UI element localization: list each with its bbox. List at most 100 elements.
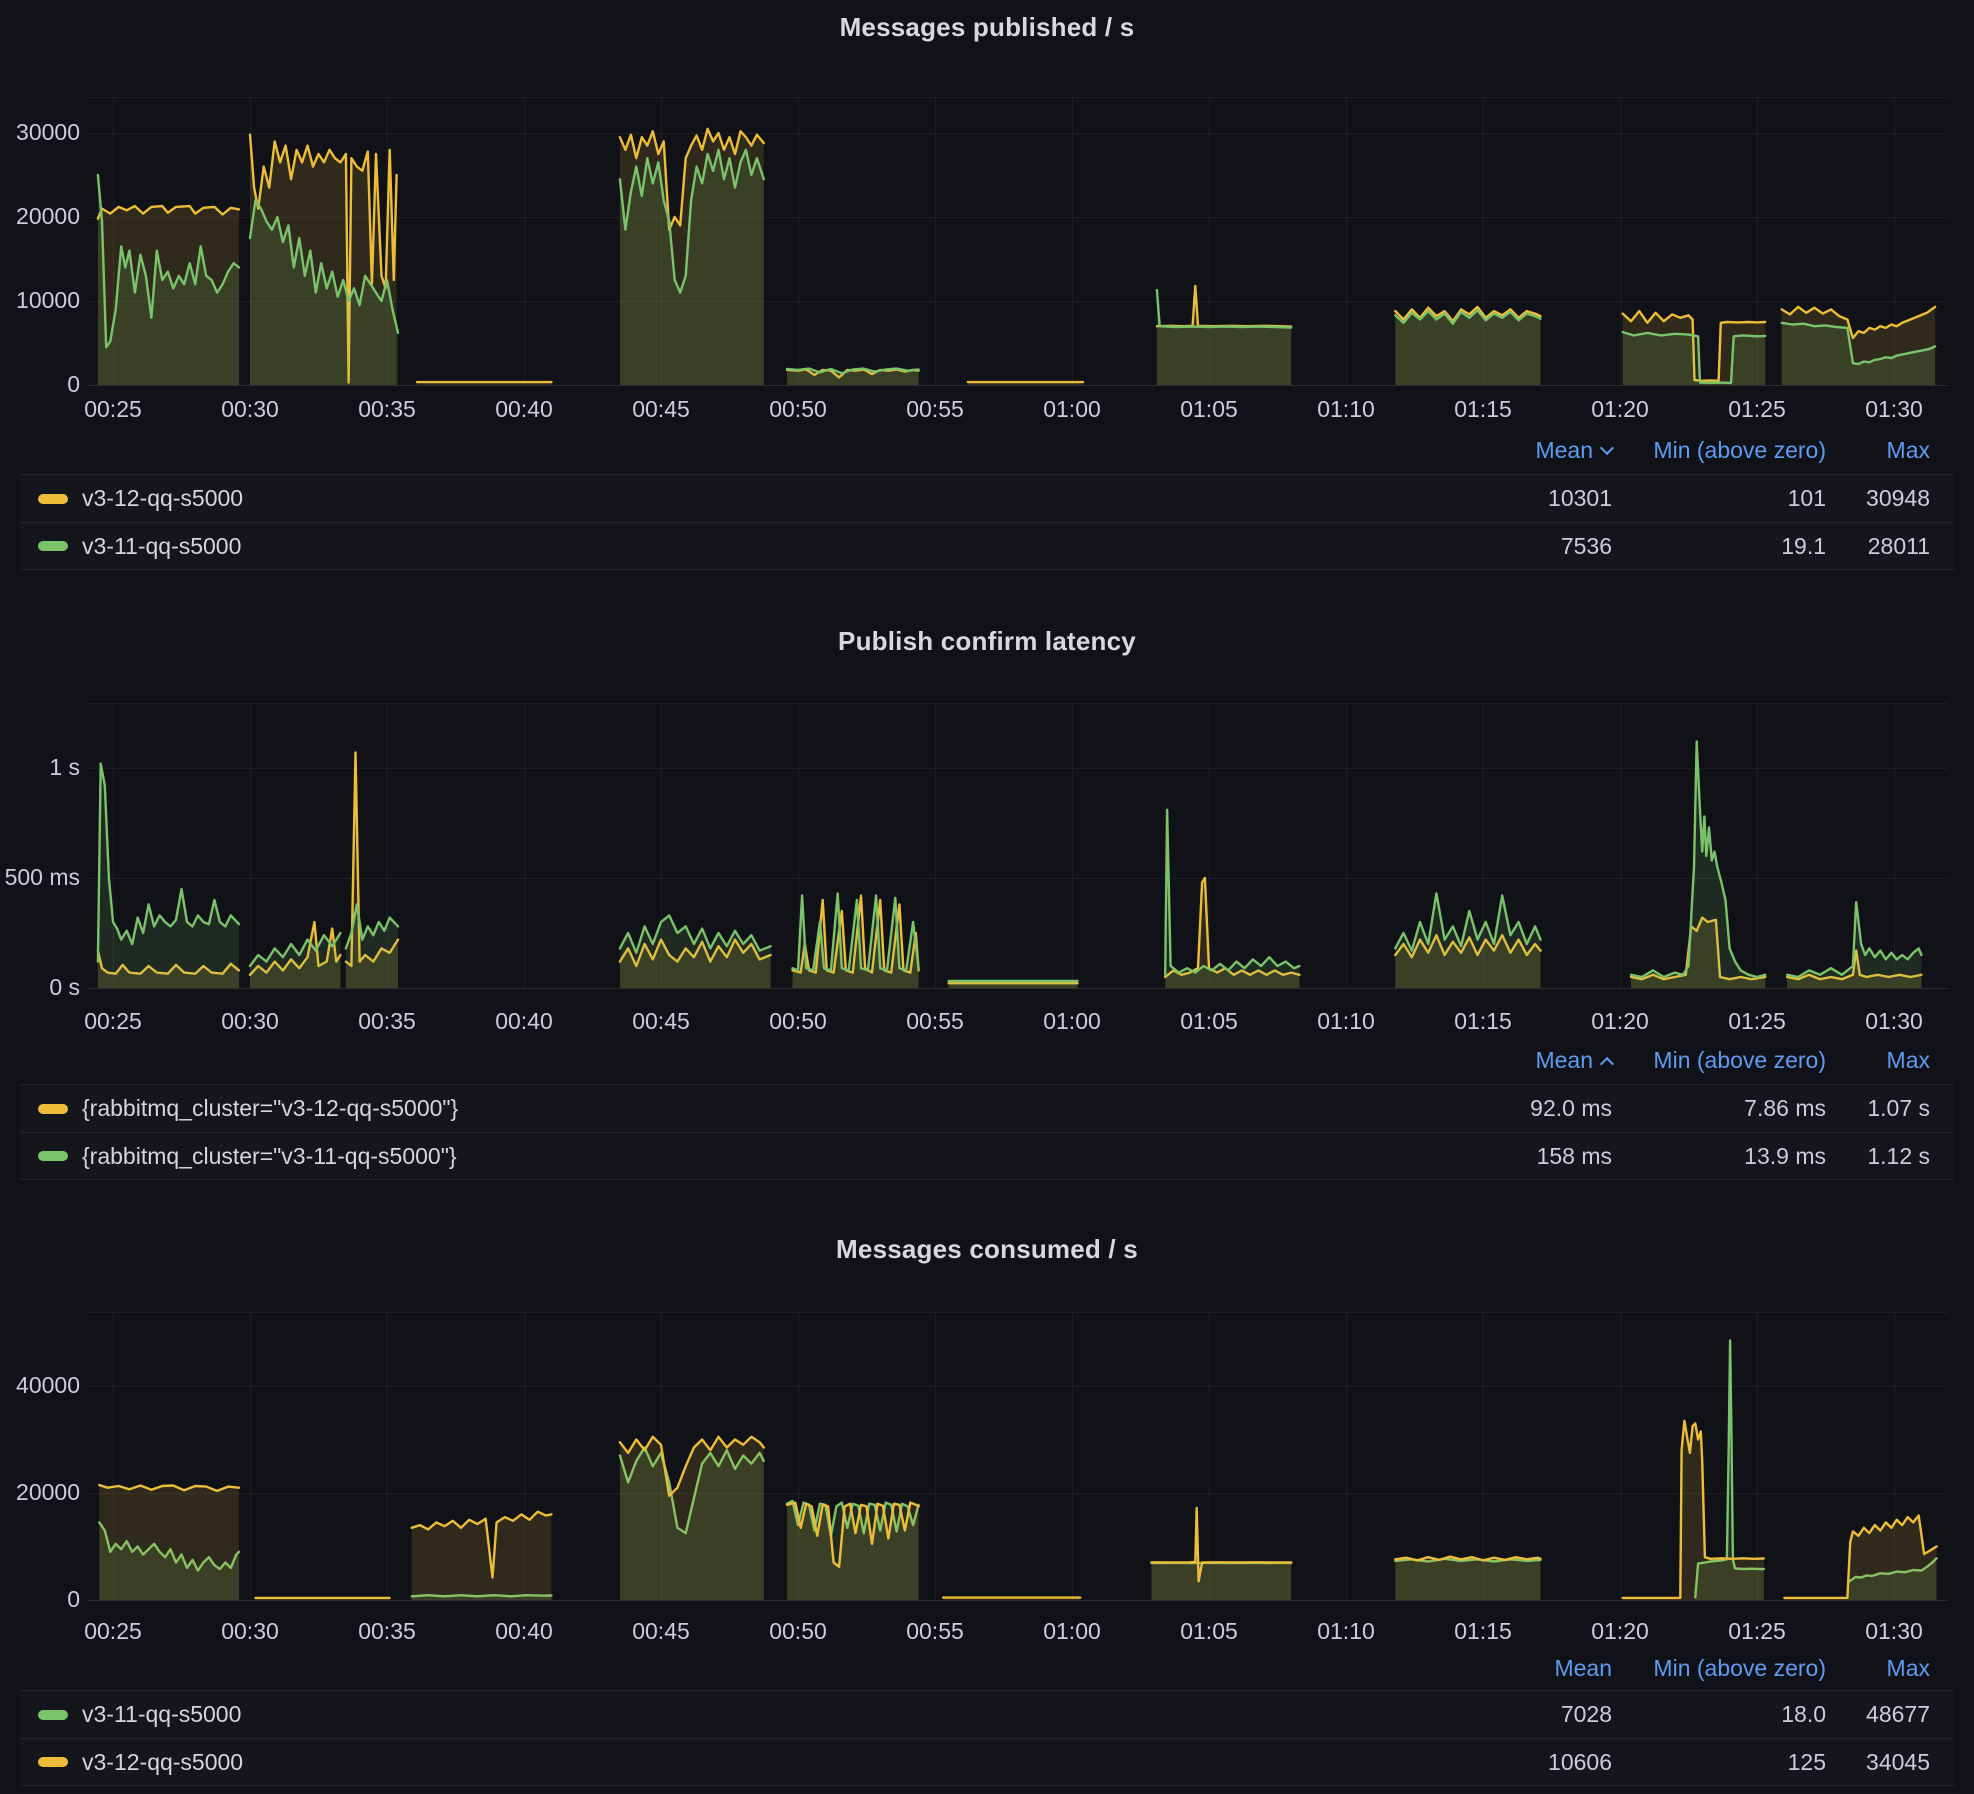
- x-axis-tick-label: 01:00: [1043, 1618, 1101, 1644]
- panel-title-messages-consumed[interactable]: Messages consumed / s: [836, 1234, 1138, 1264]
- series-toggle[interactable]: v3-12-qq-s5000: [20, 485, 243, 512]
- legend-sort-mean[interactable]: Mean: [1535, 436, 1615, 464]
- x-axis-tick-label: 00:35: [358, 1008, 416, 1034]
- series-toggle[interactable]: {rabbitmq_cluster="v3-12-qq-s5000"}: [20, 1095, 458, 1122]
- legend-sort-max[interactable]: Max: [1886, 1047, 1930, 1073]
- x-axis-tick-label: 00:45: [632, 1008, 690, 1034]
- x-axis-tick-label: 01:25: [1728, 1618, 1786, 1644]
- legend-min-value: 125: [1787, 1748, 1826, 1775]
- series-toggle[interactable]: v3-11-qq-s5000: [20, 533, 241, 560]
- y-axis-tick-label: 30000: [16, 119, 80, 145]
- y-axis-tick-label: 1 s: [49, 754, 80, 780]
- x-axis-tick-label: 01:10: [1317, 1618, 1375, 1644]
- x-axis-tick-label: 01:00: [1043, 396, 1101, 422]
- x-axis-tick-label: 00:55: [906, 396, 964, 422]
- legend-mean-value: 10606: [1548, 1748, 1612, 1775]
- x-axis-tick-label: 00:30: [221, 1618, 279, 1644]
- y-axis-tick-label: 0: [67, 1586, 80, 1612]
- x-axis-tick-label: 00:35: [358, 396, 416, 422]
- legend-row: v3-11-qq-s5000 7536 19.1 28011: [20, 522, 1954, 570]
- series-label: v3-11-qq-s5000: [82, 532, 242, 559]
- x-axis-tick-label: 01:05: [1180, 396, 1238, 422]
- legend-row: v3-11-qq-s5000 7028 18.0 48677: [20, 1690, 1954, 1738]
- series-toggle[interactable]: v3-11-qq-s5000: [20, 1701, 241, 1728]
- legend-sort-max[interactable]: Max: [1886, 437, 1930, 463]
- x-axis-tick-label: 01:20: [1591, 396, 1649, 422]
- legend-min-value: 18.0: [1781, 1701, 1826, 1727]
- legend-min-value: 7.86 ms: [1744, 1095, 1826, 1121]
- y-axis-tick-label: 20000: [16, 203, 80, 229]
- legend-sort-max[interactable]: Max: [1886, 1655, 1930, 1681]
- series-label: {rabbitmq_cluster="v3-11-qq-s5000"}: [82, 1142, 457, 1169]
- x-axis-tick-label: 01:00: [1043, 1008, 1101, 1034]
- x-axis-tick-label: 00:55: [906, 1618, 964, 1644]
- legend-sort-min[interactable]: Min (above zero): [1653, 1047, 1826, 1073]
- x-axis-tick-label: 01:05: [1180, 1008, 1238, 1034]
- x-axis-tick-label: 00:50: [769, 396, 827, 422]
- panel-title-messages-published[interactable]: Messages published / s: [839, 12, 1135, 42]
- x-axis-tick-label: 00:50: [769, 1008, 827, 1034]
- legend-mean-value: 7028: [1560, 1701, 1612, 1727]
- x-axis-tick-label: 00:35: [358, 1618, 416, 1644]
- legend-sort-min[interactable]: Min (above zero): [1653, 437, 1826, 463]
- legend-max-value: 34045: [1866, 1748, 1930, 1775]
- x-axis-tick-label: 01:30: [1865, 1618, 1923, 1644]
- y-axis-tick-label: 20000: [16, 1479, 80, 1505]
- series-toggle[interactable]: {rabbitmq_cluster="v3-11-qq-s5000"}: [20, 1143, 457, 1170]
- chart-plot-area[interactable]: [90, 703, 1945, 988]
- x-axis-tick-label: 00:45: [632, 396, 690, 422]
- legend-max-value: 48677: [1866, 1701, 1930, 1727]
- series-label: {rabbitmq_cluster="v3-12-qq-s5000"}: [82, 1095, 459, 1121]
- y-axis-tick-label: 0: [67, 371, 80, 397]
- sort-chevron-icon: [1599, 440, 1615, 455]
- x-axis-tick-label: 01:20: [1591, 1618, 1649, 1644]
- legend-mean-value: 7536: [1560, 532, 1612, 559]
- legend-max-value: 1.07 s: [1867, 1095, 1930, 1121]
- panel-plot: [88, 1312, 1948, 1601]
- legend-header: Mean Min (above zero) Max: [20, 1046, 1954, 1074]
- x-axis-tick-label: 00:55: [906, 1008, 964, 1034]
- legend-min-value: 13.9 ms: [1744, 1142, 1826, 1169]
- series-color-swatch: [38, 541, 68, 551]
- legend-max-value: 30948: [1866, 485, 1930, 511]
- series-color-swatch: [38, 1151, 68, 1161]
- y-axis-tick-label: 40000: [16, 1372, 80, 1398]
- legend-mean-value: 158 ms: [1536, 1142, 1612, 1169]
- series-toggle[interactable]: v3-12-qq-s5000: [20, 1749, 243, 1776]
- x-axis-tick-label: 00:40: [495, 1618, 553, 1644]
- chart-plot-area[interactable]: [90, 1312, 1945, 1600]
- y-axis-tick-label: 0 s: [49, 974, 80, 1000]
- x-axis-tick-label: 01:25: [1728, 1008, 1786, 1034]
- x-axis-tick-label: 00:50: [769, 1618, 827, 1644]
- legend-sort-mean[interactable]: Mean: [1554, 1655, 1612, 1681]
- panel-title-publish-confirm-latency[interactable]: Publish confirm latency: [838, 626, 1136, 656]
- x-axis-tick-label: 00:30: [221, 1008, 279, 1034]
- legend-max-value: 1.12 s: [1867, 1142, 1930, 1169]
- series-color-swatch: [38, 493, 68, 504]
- legend-row: {rabbitmq_cluster="v3-12-qq-s5000"} 92.0…: [20, 1084, 1954, 1132]
- series-label: v3-12-qq-s5000: [82, 485, 244, 511]
- x-axis-tick-label: 01:15: [1454, 1008, 1512, 1034]
- x-axis-tick-label: 01:10: [1317, 1008, 1375, 1034]
- legend-row: v3-12-qq-s5000 10301 101 30948: [20, 474, 1954, 522]
- sort-chevron-icon: [1599, 1056, 1615, 1071]
- x-axis-tick-label: 01:30: [1865, 396, 1923, 422]
- legend-header: Mean Min (above zero) Max: [20, 436, 1954, 464]
- legend-sort-min[interactable]: Min (above zero): [1653, 1655, 1826, 1681]
- legend-mean-value: 92.0 ms: [1530, 1095, 1612, 1121]
- series-label: v3-12-qq-s5000: [82, 1748, 244, 1775]
- x-axis-tick-label: 00:25: [84, 396, 142, 422]
- x-axis-tick-label: 00:40: [495, 1008, 553, 1034]
- chart-plot-area[interactable]: [90, 97, 1945, 385]
- legend-sort-mean[interactable]: Mean: [1535, 1046, 1615, 1074]
- x-axis-tick-label: 01:05: [1180, 1618, 1238, 1644]
- legend-min-value: 19.1: [1781, 532, 1826, 559]
- legend-row: {rabbitmq_cluster="v3-11-qq-s5000"} 158 …: [20, 1132, 1954, 1180]
- x-axis-tick-label: 01:15: [1454, 396, 1512, 422]
- x-axis-tick-label: 01:30: [1865, 1008, 1923, 1034]
- x-axis-tick-label: 00:40: [495, 396, 553, 422]
- series-color-swatch: [38, 1103, 68, 1114]
- series-color-swatch: [38, 1709, 68, 1720]
